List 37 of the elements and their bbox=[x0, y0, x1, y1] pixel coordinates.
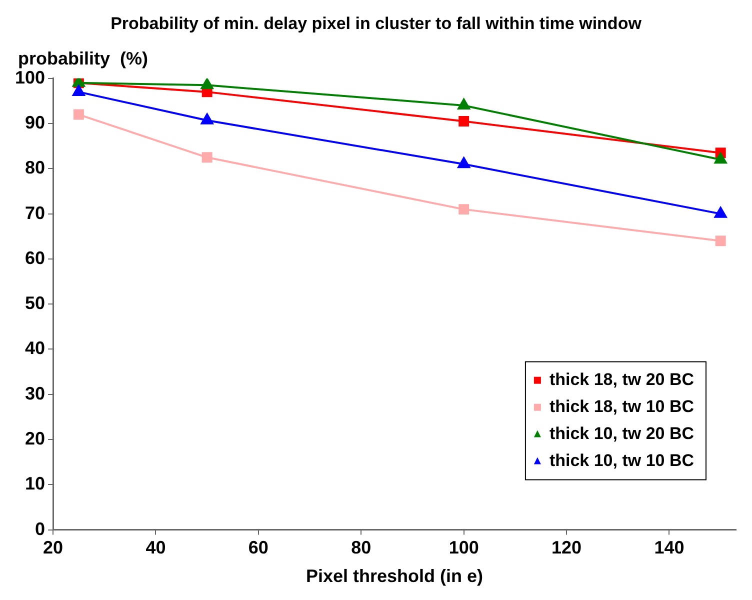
chart-title: Probability of min. delay pixel in cluster to fall within time window bbox=[110, 14, 642, 33]
y-tick-label: 100 bbox=[14, 67, 46, 88]
point bbox=[200, 113, 214, 124]
legend-label: thick 18, tw 10 BC bbox=[549, 396, 694, 416]
point bbox=[458, 157, 470, 168]
y-tick-label: 90 bbox=[25, 112, 46, 133]
y-tick-label: 0 bbox=[35, 518, 46, 539]
point bbox=[202, 152, 212, 163]
y-axis-title: probability (%) bbox=[18, 48, 148, 68]
y-tick-label: 50 bbox=[25, 293, 46, 314]
x-tick-label: 20 bbox=[43, 538, 64, 558]
point bbox=[714, 152, 727, 164]
x-tick-label: 100 bbox=[448, 538, 479, 558]
y-tick-label: 10 bbox=[25, 474, 46, 494]
point bbox=[458, 116, 470, 127]
x-tick-label: 80 bbox=[351, 538, 372, 558]
point bbox=[72, 84, 85, 96]
legend-label: thick 10, tw 20 BC bbox=[549, 424, 694, 443]
point bbox=[200, 78, 214, 90]
y-tick-label: 20 bbox=[25, 428, 46, 448]
x-tick-label: 60 bbox=[248, 538, 268, 558]
y-tick-label: 40 bbox=[25, 338, 46, 358]
x-tick-label: 140 bbox=[654, 538, 684, 558]
y-tick-label: 30 bbox=[25, 383, 46, 404]
point bbox=[715, 236, 726, 246]
point bbox=[458, 98, 470, 110]
y-tick-label: 60 bbox=[25, 248, 46, 268]
point bbox=[458, 204, 470, 215]
y-tick-label: 80 bbox=[25, 158, 46, 178]
x-tick-label: 40 bbox=[146, 538, 166, 558]
legend-label: thick 18, tw 20 BC bbox=[549, 370, 694, 389]
point bbox=[714, 206, 727, 218]
x-axis-title: Pixel threshold (in e) bbox=[306, 566, 484, 586]
point bbox=[73, 109, 84, 120]
legend-label: thick 10, tw 10 BC bbox=[549, 450, 694, 470]
y-tick-label: 70 bbox=[25, 202, 46, 223]
x-tick-label: 120 bbox=[552, 538, 582, 558]
